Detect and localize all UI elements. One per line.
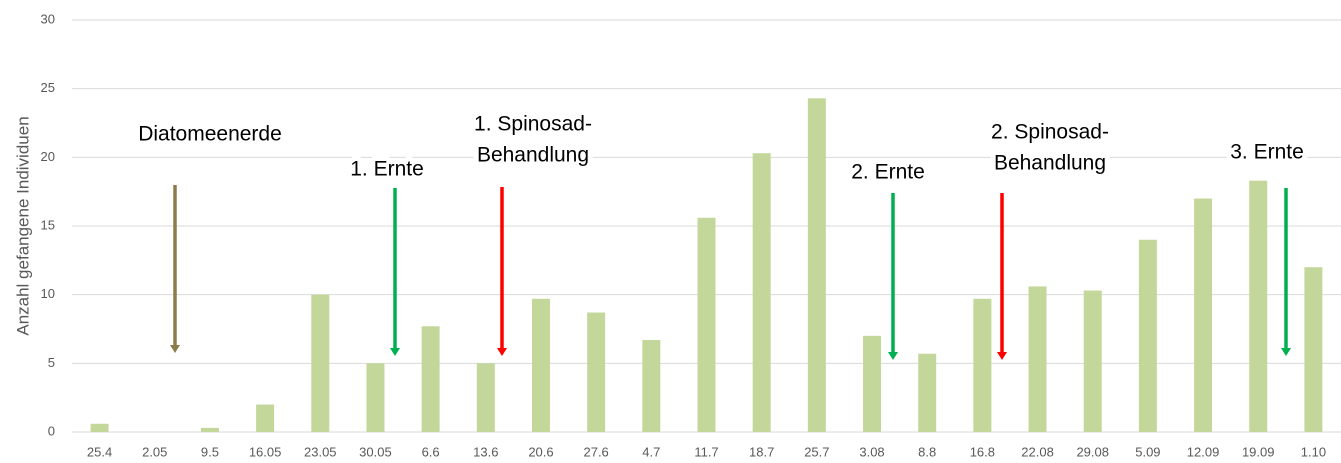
- x-tick-label: 25.4: [87, 444, 112, 459]
- x-tick-label: 18.7: [749, 444, 774, 459]
- x-tick-label: 11.7: [694, 444, 718, 459]
- bar: [366, 363, 385, 432]
- x-tick-label: 4.7: [642, 444, 660, 459]
- x-tick-label: 8.8: [918, 444, 936, 459]
- bar: [863, 335, 882, 432]
- x-tick-label: 2.05: [142, 444, 167, 459]
- x-tick-label: 20.6: [528, 444, 553, 459]
- y-tick-label: 20: [41, 149, 55, 164]
- bar: [752, 153, 771, 433]
- annotation-arrowhead: [497, 348, 507, 356]
- bars: 25.4 2.05 9.5 16.05 23.05 30.05 6.6 13.6 20.6 27.…: [87, 98, 1326, 459]
- x-tick-label: 5.09: [1135, 444, 1160, 459]
- y-tick-label: 10: [41, 286, 55, 301]
- x-tick-label: 19.09: [1242, 444, 1275, 459]
- annotation-text: 3. Ernte: [1230, 141, 1304, 164]
- bar: [311, 294, 330, 432]
- bar: [807, 98, 826, 432]
- bar: [1249, 180, 1268, 432]
- annotation-arrowhead: [1281, 348, 1291, 356]
- y-tick-label: 5: [48, 355, 55, 370]
- bar: [1304, 267, 1323, 432]
- bar: [973, 298, 992, 432]
- bar: [642, 339, 661, 432]
- annotation-text: 2. Spinosad-: [991, 121, 1109, 144]
- annotation-arrowhead: [390, 348, 400, 356]
- annotation-text: 2. Ernte: [851, 161, 925, 184]
- bar: [587, 312, 606, 432]
- bar: [918, 353, 937, 432]
- y-tick-label: 15: [41, 217, 55, 232]
- y-tick-label: 30: [41, 11, 55, 26]
- bar: [1194, 198, 1213, 432]
- x-tick-label: 16.8: [970, 444, 995, 459]
- x-tick-label: 1.10: [1301, 444, 1326, 459]
- annotation-arrowhead: [888, 352, 898, 360]
- bar: [256, 404, 275, 432]
- bar: [1083, 290, 1102, 432]
- x-tick-label: 29.08: [1076, 444, 1109, 459]
- x-tick-label: 6.6: [422, 444, 440, 459]
- bar: [421, 326, 440, 432]
- bar: [476, 363, 495, 432]
- x-tick-label: 30.05: [359, 444, 392, 459]
- x-tick-label: 9.5: [201, 444, 219, 459]
- annotation-arrowhead: [997, 352, 1007, 360]
- x-tick-label: 12.09: [1187, 444, 1220, 459]
- x-tick-label: 3.08: [859, 444, 884, 459]
- y-tick-label: 25: [41, 80, 55, 95]
- x-tick-label: 16.05: [249, 444, 282, 459]
- annotations: Diatomeenerde 1. Ernte 1. Spinosad- Behandl…: [133, 108, 1309, 360]
- x-tick-label: 23.05: [304, 444, 337, 459]
- bar: [697, 217, 716, 432]
- bar: [531, 298, 550, 432]
- x-tick-label: 22.08: [1021, 444, 1054, 459]
- annotation-text: Behandlung: [477, 144, 589, 167]
- x-tick-label: 25.7: [804, 444, 829, 459]
- annotation-text: Diatomeenerde: [138, 123, 282, 146]
- annotation-text: Behandlung: [994, 152, 1106, 175]
- bar: [200, 427, 219, 432]
- bar: [1028, 286, 1047, 432]
- x-tick-label: 13.6: [473, 444, 498, 459]
- bar: [1138, 239, 1157, 432]
- x-tick-label: 27.6: [583, 444, 608, 459]
- y-axis-title: Anzahl gefangene Individuen: [13, 116, 32, 335]
- bar: [90, 423, 109, 432]
- annotation-text: 1. Ernte: [350, 158, 424, 181]
- annotation-text: 1. Spinosad-: [474, 113, 592, 136]
- y-tick-label: 0: [48, 423, 55, 438]
- annotation-arrowhead: [170, 345, 180, 353]
